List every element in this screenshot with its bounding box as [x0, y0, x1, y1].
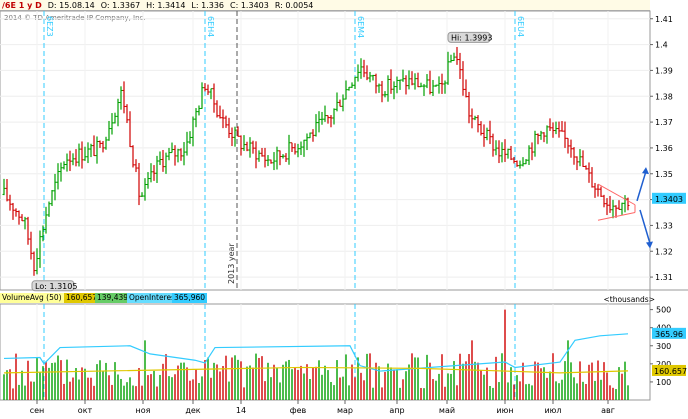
volavg-value: 160,657 [64, 293, 100, 303]
volume-average-line [3, 366, 629, 374]
down-arrow-shaft [639, 209, 651, 244]
high-value: H: 1.3414 [146, 0, 186, 10]
open-interest-badge-label: 365.96 [655, 330, 683, 339]
volume-tick-label: 300 [656, 342, 671, 351]
time-tick-label: 14 [236, 406, 246, 415]
year-divider-label: 2013 year [227, 243, 236, 284]
price-tick-label: 1.31 [655, 273, 673, 282]
range-value: R: 0.0054 [274, 0, 314, 10]
time-axis[interactable]: сен окт ноя дек 14 фев мар апр май июн июл авг [30, 400, 615, 415]
low-value: L: 1.336 [191, 0, 225, 10]
price-bars [2, 46, 630, 276]
price-tick-label: 1.32 [655, 247, 673, 256]
time-tick-label: ноя [136, 406, 151, 415]
expiry-lines: 6EZ3 6EH4 6EM4 6EU4 [43, 11, 525, 400]
up-arrow-head [642, 167, 649, 175]
price-tick-label: 1.4 [655, 41, 668, 50]
expiry-label: 6EZ3 [45, 16, 54, 37]
volume-studies [3, 333, 629, 374]
last-price-badge [652, 192, 686, 204]
date-value: D: 15.08.14 [47, 0, 95, 10]
time-tick-label: июл [544, 406, 561, 415]
up-arrow-shaft [636, 170, 647, 202]
price-tick-label: 1.36 [655, 144, 673, 153]
price-tick-label: 1.35 [655, 170, 673, 179]
price-axis[interactable]: 1.411.41.391.381.371.361.351.341.331.321… [650, 15, 686, 282]
open-interest-badge [652, 327, 686, 339]
time-tick-label: дек [185, 406, 200, 415]
expiry-label: 6EU4 [516, 16, 525, 37]
volume-tick-label: 100 [656, 378, 671, 387]
volume-tick-label: 500 [656, 306, 671, 315]
down-arrow-head [646, 241, 653, 249]
volume-units-label: <thousands> [603, 295, 655, 304]
volume-histogram [3, 309, 629, 400]
time-tick-label: фев [290, 406, 307, 415]
volume-study-bar: VolumeAvg (50) 160,657 139,439 OpenInter… [0, 293, 688, 304]
time-tick-label: апр [389, 406, 404, 415]
last-price-label: 1.3403 [655, 195, 683, 204]
volume-average-badge-label: 160.657 [654, 367, 687, 376]
high-callout-box [447, 31, 491, 43]
time-tick-label: май [439, 406, 455, 415]
close-value: C: 1.3403 [230, 0, 269, 10]
projection-arrows [636, 167, 653, 249]
grid-lines [0, 11, 650, 400]
triangle-upper-line [597, 183, 636, 206]
copyright-notice: 2014 © TD Ameritrade IP Company, Inc. [4, 14, 146, 22]
openinterest-label[interactable]: OpenInterest [127, 293, 180, 303]
price-tick-label: 1.38 [655, 92, 673, 101]
volavg-label[interactable]: VolumeAvg (50) [0, 293, 64, 303]
time-tick-label: окт [78, 406, 93, 415]
volume-average-badge [652, 364, 686, 376]
symbol-label[interactable]: /6E 1 y D [2, 0, 42, 10]
volume-tick-label: 200 [656, 360, 671, 369]
hi-lo-labels: Hi: 1.3993 Lo: 1.3105 [31, 31, 492, 292]
time-tick-label: авг [601, 406, 615, 415]
triangle-lower-line [597, 212, 636, 221]
price-tick-label: 1.33 [655, 221, 673, 230]
year-marker: 2013 year [227, 11, 238, 290]
openinterest-value: 365,960 [172, 293, 208, 303]
price-tick-label: 1.41 [655, 15, 673, 24]
open-interest-line [3, 333, 629, 372]
time-tick-label: мар [337, 406, 353, 415]
expiry-label: 6EH4 [206, 16, 215, 37]
low-callout-box [31, 280, 75, 292]
expiry-label: 6EM4 [356, 16, 365, 38]
time-tick-label: сен [30, 406, 45, 415]
triangle-pattern [597, 183, 636, 221]
high-callout-label: Hi: 1.3993 [451, 33, 492, 42]
price-tick-label: 1.39 [655, 66, 673, 75]
open-value: O: 1.3367 [100, 0, 141, 10]
volume-value: 139,439 [95, 293, 131, 303]
price-tick-label: 1.37 [655, 118, 673, 127]
low-callout-label: Lo: 1.3105 [35, 282, 77, 291]
time-tick-label: июн [496, 406, 513, 415]
